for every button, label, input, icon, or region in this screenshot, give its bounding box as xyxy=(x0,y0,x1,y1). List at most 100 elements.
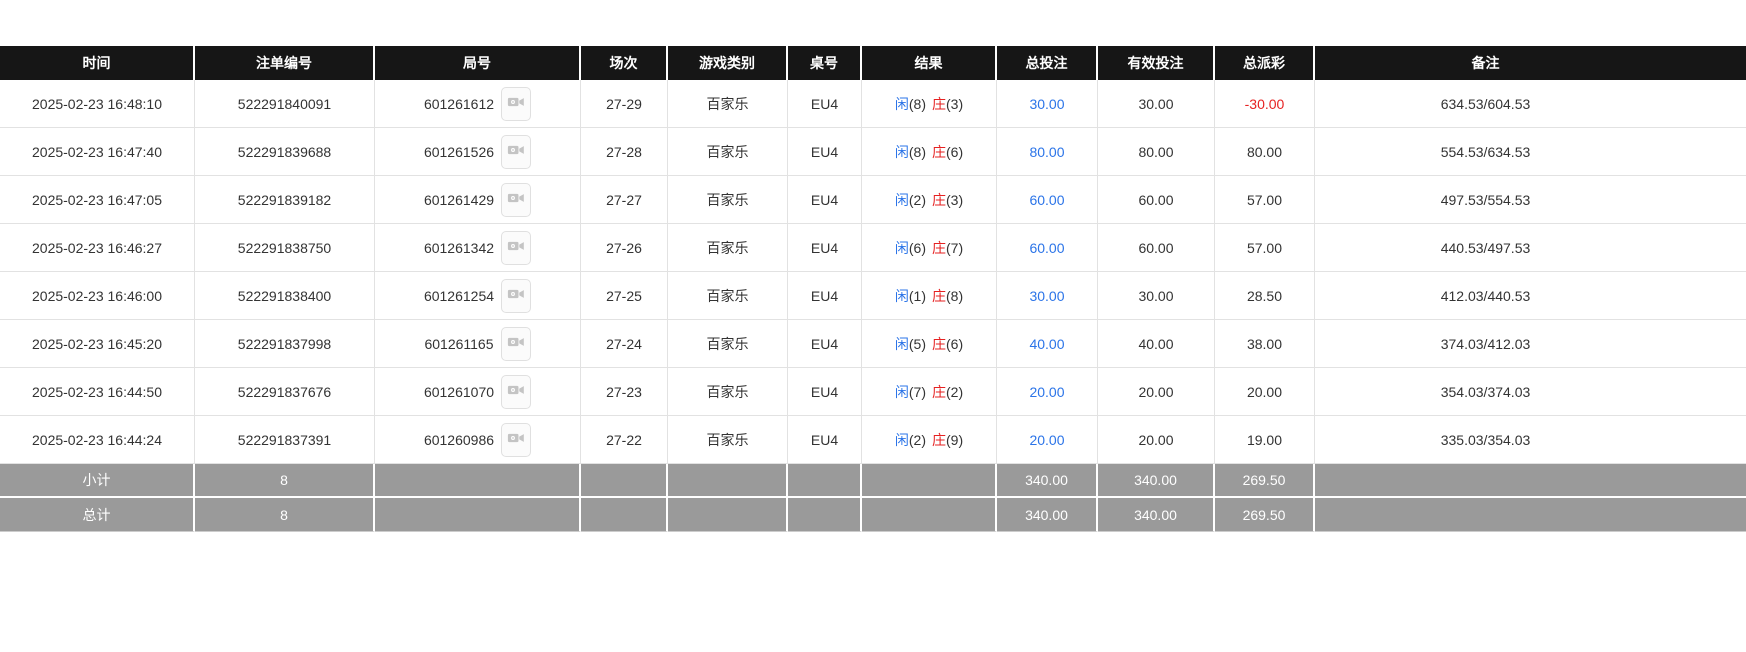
video-replay-button[interactable] xyxy=(501,278,532,313)
cell-remark: 354.03/374.03 xyxy=(1315,368,1746,416)
result-banker-label: 庄 xyxy=(932,287,946,304)
cell-remark: 440.53/497.53 xyxy=(1315,224,1746,272)
result-banker-label: 庄 xyxy=(932,191,946,208)
subtotal-row: 小计 8 340.00 340.00 269.50 xyxy=(0,464,1746,498)
cell-round-no: 601261429 xyxy=(375,176,581,224)
cell-remark: 335.03/354.03 xyxy=(1315,416,1746,464)
result-banker-label: 庄 xyxy=(932,383,946,400)
cell-round-no: 601261070 xyxy=(375,368,581,416)
cell-game-type: 百家乐 xyxy=(668,368,788,416)
round-no-text: 601261165 xyxy=(424,335,494,352)
cell-total-bet[interactable]: 30.00 xyxy=(997,80,1098,128)
subtotal-empty-cell xyxy=(788,464,862,498)
cell-session: 27-23 xyxy=(581,368,668,416)
video-replay-icon xyxy=(507,237,525,258)
cell-total-bet[interactable]: 30.00 xyxy=(997,272,1098,320)
cell-total-payout: 20.00 xyxy=(1215,368,1315,416)
cell-bet-no: 522291838750 xyxy=(195,224,375,272)
cell-total-bet[interactable]: 40.00 xyxy=(997,320,1098,368)
cell-table-no: EU4 xyxy=(788,368,862,416)
cell-valid-bet: 30.00 xyxy=(1098,272,1215,320)
cell-game-type: 百家乐 xyxy=(668,320,788,368)
cell-round-no: 601261342 xyxy=(375,224,581,272)
video-replay-button[interactable] xyxy=(501,182,532,217)
video-replay-icon xyxy=(507,333,525,354)
subtotal-empty-cell xyxy=(1315,464,1746,498)
cell-result: 闲(8) 庄(3) xyxy=(862,80,997,128)
cell-table-no: EU4 xyxy=(788,416,862,464)
round-no-text: 601261526 xyxy=(423,143,495,160)
cell-session: 27-29 xyxy=(581,80,668,128)
bet-records-page: 时间 注单编号 局号 场次 游戏类别 桌号 结果 总投注 有效投注 总派彩 备注… xyxy=(0,46,1746,532)
cell-bet-no: 522291839182 xyxy=(195,176,375,224)
video-replay-button[interactable] xyxy=(500,326,531,361)
round-no-text: 601261070 xyxy=(423,383,495,400)
cell-time: 2025-02-23 16:46:00 xyxy=(0,272,195,320)
col-header-round-no: 局号 xyxy=(375,46,581,80)
result-banker-score: (6) xyxy=(946,335,964,352)
cell-session: 27-27 xyxy=(581,176,668,224)
col-header-game-type: 游戏类别 xyxy=(668,46,788,80)
cell-time: 2025-02-23 16:47:40 xyxy=(0,128,195,176)
cell-total-bet[interactable]: 60.00 xyxy=(997,224,1098,272)
result-banker-label: 庄 xyxy=(932,95,946,112)
cell-remark: 412.03/440.53 xyxy=(1315,272,1746,320)
cell-valid-bet: 60.00 xyxy=(1098,224,1215,272)
grand-total-empty-cell xyxy=(581,498,668,532)
result-player-score: (2) xyxy=(908,431,926,448)
result-banker-score: (9) xyxy=(946,431,964,448)
video-replay-button[interactable] xyxy=(501,134,532,169)
result-player-score: (6) xyxy=(908,239,926,256)
cell-bet-no: 522291839688 xyxy=(195,128,375,176)
cell-total-bet[interactable]: 60.00 xyxy=(997,176,1098,224)
col-header-total-payout: 总派彩 xyxy=(1215,46,1315,80)
cell-total-payout: 57.00 xyxy=(1215,224,1315,272)
cell-round-no: 601260986 xyxy=(375,416,581,464)
cell-total-bet[interactable]: 20.00 xyxy=(997,368,1098,416)
video-replay-button[interactable] xyxy=(501,86,532,121)
result-banker-score: (3) xyxy=(946,191,964,208)
cell-table-no: EU4 xyxy=(788,176,862,224)
video-replay-icon xyxy=(507,285,525,306)
cell-session: 27-25 xyxy=(581,272,668,320)
cell-round-no: 601261612 xyxy=(375,80,581,128)
grand-total-empty-cell xyxy=(668,498,788,532)
grand-total-row: 总计 8 340.00 340.00 269.50 xyxy=(0,498,1746,532)
result-banker-score: (8) xyxy=(946,287,964,304)
cell-table-no: EU4 xyxy=(788,224,862,272)
video-replay-button[interactable] xyxy=(501,230,532,265)
result-player-score: (5) xyxy=(908,335,926,352)
result-banker-label: 庄 xyxy=(932,239,946,256)
cell-remark: 497.53/554.53 xyxy=(1315,176,1746,224)
video-replay-icon xyxy=(507,189,525,210)
video-replay-icon xyxy=(507,381,525,402)
subtotal-total-bet: 340.00 xyxy=(997,464,1098,498)
video-replay-button[interactable] xyxy=(501,422,532,457)
col-header-bet-no: 注单编号 xyxy=(195,46,375,80)
result-player-label: 闲 xyxy=(894,143,909,160)
cell-total-payout: 28.50 xyxy=(1215,272,1315,320)
subtotal-empty-cell xyxy=(668,464,788,498)
cell-time: 2025-02-23 16:45:20 xyxy=(0,320,195,368)
result-banker-label: 庄 xyxy=(932,335,946,352)
cell-game-type: 百家乐 xyxy=(668,128,788,176)
result-banker-score: (2) xyxy=(946,383,964,400)
grand-total-empty-cell xyxy=(788,498,862,532)
video-replay-icon xyxy=(507,141,525,162)
table-row: 2025-02-23 16:47:05 522291839182 6012614… xyxy=(0,176,1746,224)
cell-total-bet[interactable]: 20.00 xyxy=(997,416,1098,464)
video-replay-button[interactable] xyxy=(501,374,532,409)
cell-remark: 554.53/634.53 xyxy=(1315,128,1746,176)
result-banker-label: 庄 xyxy=(932,431,946,448)
bet-records-table: 时间 注单编号 局号 场次 游戏类别 桌号 结果 总投注 有效投注 总派彩 备注… xyxy=(0,46,1746,532)
result-banker-label: 庄 xyxy=(932,143,946,160)
round-no-text: 601261254 xyxy=(423,287,495,304)
round-no-text: 601261429 xyxy=(423,191,495,208)
result-banker-score: (6) xyxy=(946,143,964,160)
subtotal-empty-cell xyxy=(375,464,581,498)
grand-total-valid-bet: 340.00 xyxy=(1098,498,1215,532)
grand-total-empty-cell xyxy=(1315,498,1746,532)
cell-total-bet[interactable]: 80.00 xyxy=(997,128,1098,176)
col-header-session: 场次 xyxy=(581,46,668,80)
cell-table-no: EU4 xyxy=(788,272,862,320)
